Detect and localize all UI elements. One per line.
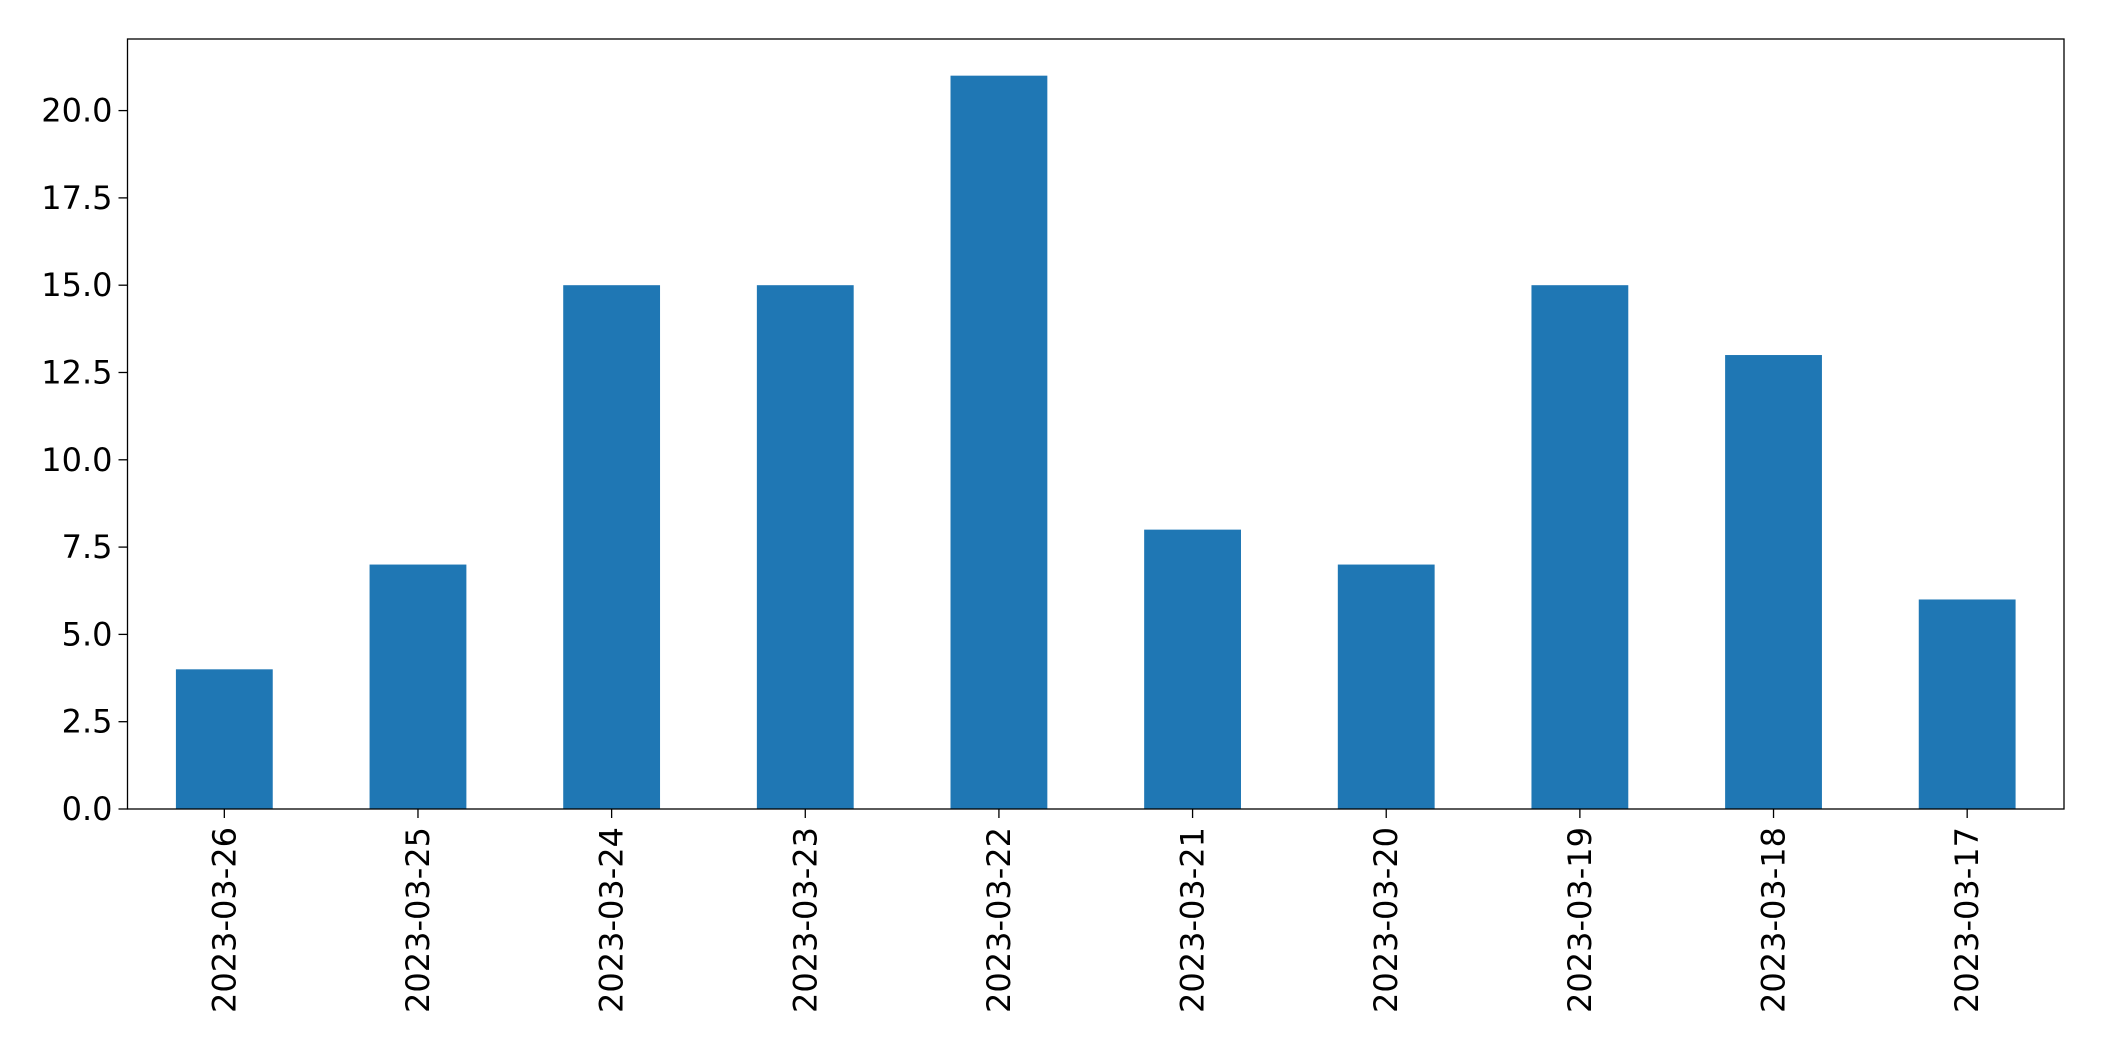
y-tick-label: 0.0 [62, 790, 113, 828]
y-tick-label: 20.0 [41, 92, 112, 130]
bar [756, 285, 854, 809]
y-tick-label: 2.5 [62, 703, 113, 741]
x-tick-label: 2023-03-19 [1561, 827, 1599, 1013]
y-tick-label: 15.0 [41, 266, 112, 304]
x-tick-label: 2023-03-21 [1174, 827, 1212, 1013]
bar [563, 285, 661, 809]
x-tick-label: 2023-03-26 [205, 827, 243, 1013]
y-tick-label: 17.5 [41, 179, 112, 217]
bar [369, 564, 467, 809]
y-tick-label: 10.0 [41, 441, 112, 479]
plot-frame [126, 38, 2065, 810]
bar [1918, 599, 2016, 809]
x-tick-label: 2023-03-25 [399, 827, 437, 1013]
x-tick-label: 2023-03-24 [593, 827, 631, 1013]
bar [950, 75, 1048, 809]
bar [1531, 285, 1629, 809]
bar [175, 669, 273, 809]
bar [1337, 564, 1435, 809]
x-tick-label: 2023-03-18 [1755, 827, 1793, 1013]
y-tick-label: 5.0 [62, 615, 113, 653]
x-tick-label: 2023-03-23 [786, 827, 824, 1013]
y-tick-label: 7.5 [62, 528, 113, 566]
y-tick-label: 12.5 [41, 353, 112, 391]
bar [1725, 355, 1822, 809]
x-tick-label: 2023-03-20 [1367, 827, 1405, 1013]
x-tick-label: 2023-03-17 [1948, 827, 1986, 1013]
bar [1144, 529, 1241, 809]
x-tick-label: 2023-03-22 [980, 827, 1018, 1013]
